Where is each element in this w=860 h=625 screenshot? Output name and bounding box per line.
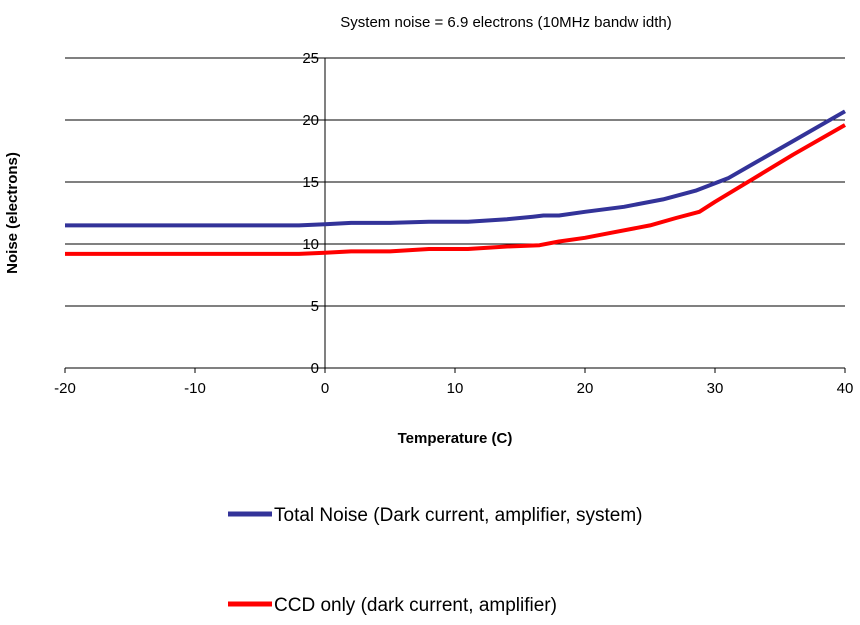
x-tick-label-0: -20 bbox=[54, 380, 76, 397]
x-ticks: -20 -10 0 10 20 30 40 bbox=[54, 368, 853, 397]
grid-lines bbox=[65, 57, 845, 307]
legend-label-0: Total Noise (Dark current, amplifier, sy… bbox=[274, 505, 643, 526]
x-tick-label-1: -10 bbox=[184, 380, 206, 397]
series-lines bbox=[65, 109, 846, 256]
x-axis-label: Temperature (C) bbox=[398, 430, 513, 447]
x-tick-label-2: 0 bbox=[321, 380, 329, 397]
series-line-0 bbox=[65, 109, 846, 228]
x-tick-label-3: 10 bbox=[447, 380, 464, 397]
y-tick-label-5: 25 bbox=[302, 50, 319, 67]
y-tick-label-0: 0 bbox=[311, 360, 319, 377]
x-tick-label-6: 40 bbox=[837, 380, 854, 397]
y-tick-label-1: 5 bbox=[311, 298, 319, 315]
legend: Total Noise (Dark current, amplifier, sy… bbox=[228, 505, 643, 616]
legend-label-1: CCD only (dark current, amplifier) bbox=[274, 595, 557, 616]
y-tick-label-3: 15 bbox=[302, 174, 319, 191]
x-tick-label-4: 20 bbox=[577, 380, 594, 397]
y-tick-label-2: 10 bbox=[302, 236, 319, 253]
y-ticks: 0 5 10 15 20 25 bbox=[302, 50, 325, 377]
series-line-1 bbox=[65, 123, 846, 256]
chart-subtitle: System noise = 6.9 electrons (10MHz band… bbox=[340, 14, 671, 31]
x-tick-label-5: 30 bbox=[707, 380, 724, 397]
y-tick-label-4: 20 bbox=[302, 112, 319, 129]
y-axis-label: Noise (electrons) bbox=[4, 152, 21, 274]
